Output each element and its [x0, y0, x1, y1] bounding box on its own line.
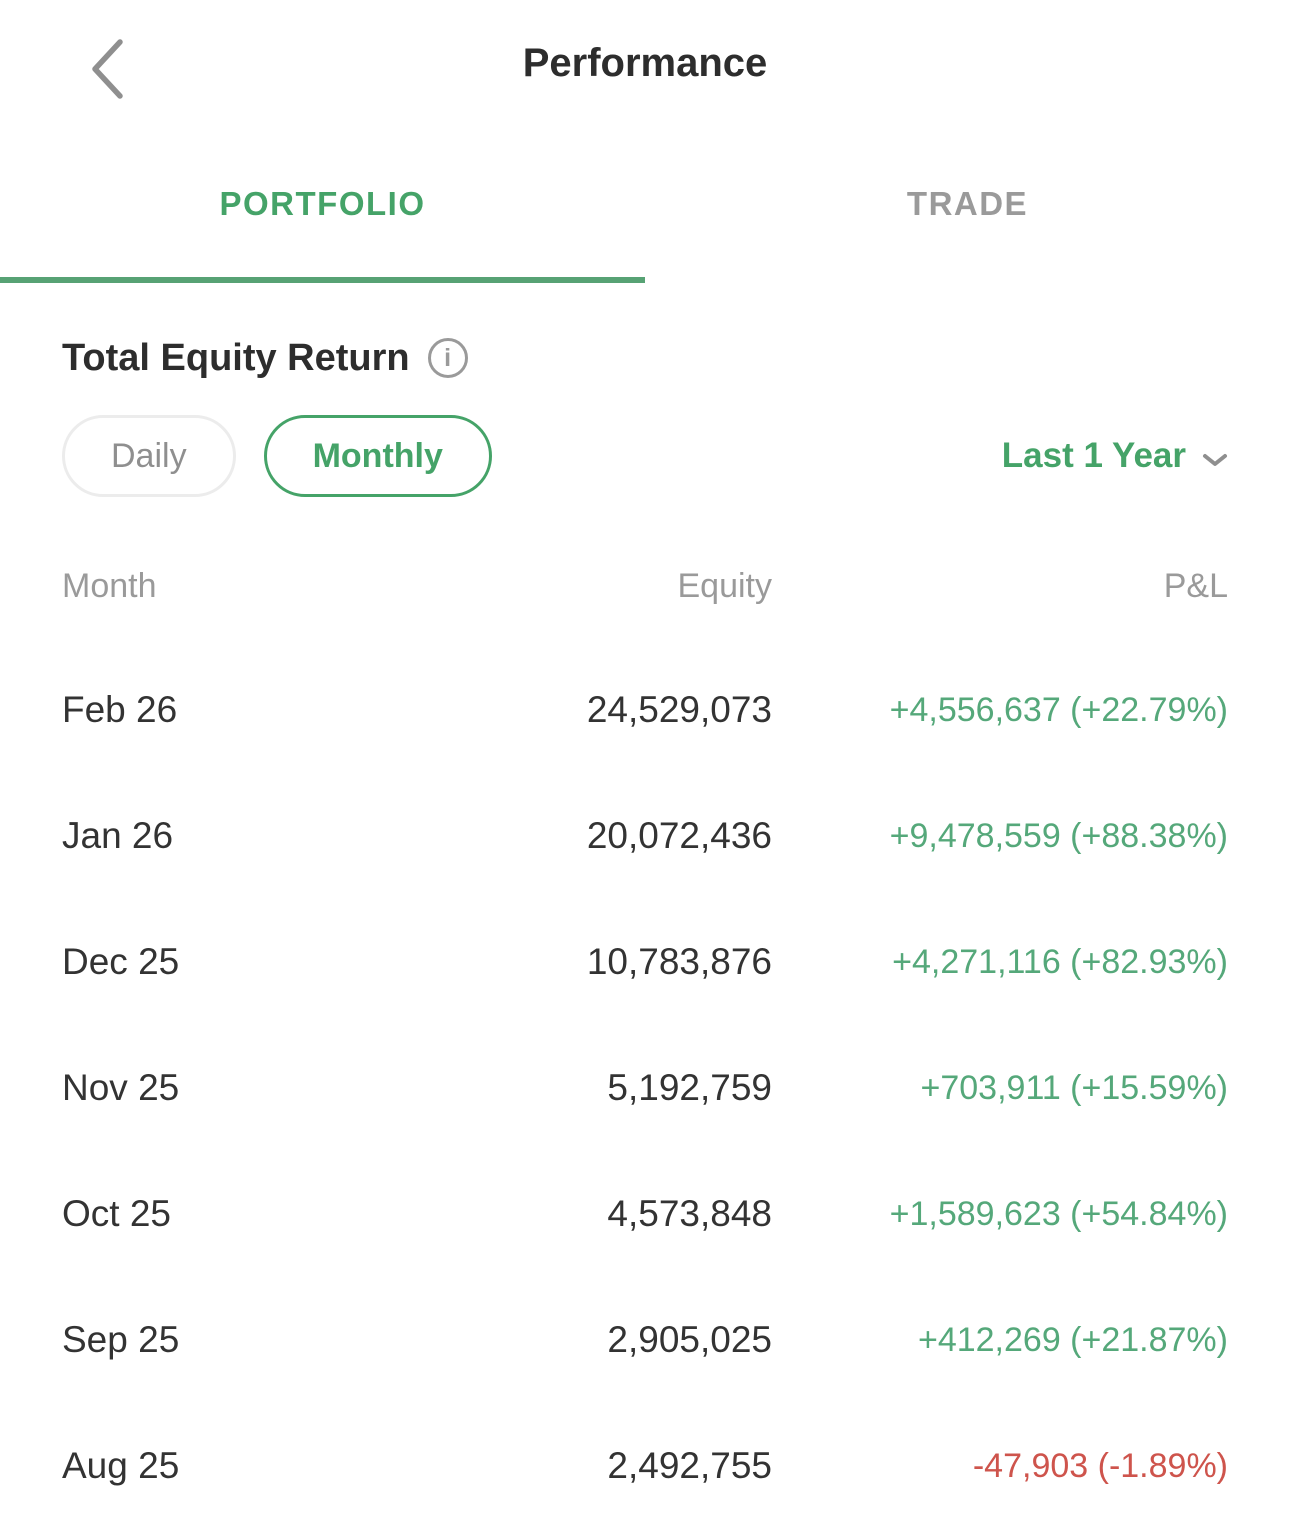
monthly-toggle-label: Monthly — [312, 436, 443, 475]
pl-cell: +412,269 (+21.87%) — [917, 1320, 1228, 1359]
tab-portfolio[interactable]: PORTFOLIO — [0, 185, 645, 283]
info-icon[interactable]: i — [427, 338, 468, 378]
pl-cell: +4,271,116 (+82.93%) — [892, 942, 1228, 981]
page-title: Performance — [522, 41, 768, 85]
section-title-row: Total Equity Return i — [0, 335, 1290, 381]
tab-portfolio-label: PORTFOLIO — [219, 185, 426, 222]
column-header-month: Month — [62, 567, 157, 605]
month-cell: Dec 25 — [62, 941, 180, 982]
month-cell: Aug 25 — [62, 1445, 180, 1486]
pl-cell: +9,478,559 (+88.38%) — [889, 816, 1228, 855]
month-cell: Jan 26 — [62, 815, 174, 856]
equity-cell: 10,783,876 — [586, 941, 772, 982]
tab-trade[interactable]: TRADE — [645, 185, 1290, 283]
back-button[interactable] — [82, 36, 134, 106]
equity-cell: 2,905,025 — [607, 1319, 772, 1360]
table-row: Aug 25 2,492,755 -47,903 (-1.89%) — [0, 1403, 1290, 1529]
table-body: Feb 26 24,529,073 +4,556,637 (+22.79%) J… — [0, 647, 1290, 1529]
period-selector-label: Last 1 Year — [1001, 436, 1186, 475]
chevron-down-icon — [1202, 436, 1228, 476]
section-title: Total Equity Return — [62, 337, 410, 379]
pl-cell: +703,911 (+15.59%) — [920, 1068, 1229, 1107]
header: Performance — [0, 0, 1290, 99]
equity-cell: 4,573,848 — [607, 1193, 772, 1234]
equity-cell: 5,192,759 — [607, 1067, 772, 1108]
table-row: Feb 26 24,529,073 +4,556,637 (+22.79%) — [0, 647, 1290, 773]
table-header: Month Equity P&L — [0, 566, 1290, 606]
table-row: Dec 25 10,783,876 +4,271,116 (+82.93%) — [0, 899, 1290, 1025]
column-header-equity: Equity — [677, 567, 773, 605]
table-row: Oct 25 4,573,848 +1,589,623 (+54.84%) — [0, 1151, 1290, 1277]
tab-trade-label: TRADE — [906, 185, 1029, 222]
table-row: Jan 26 20,072,436 +9,478,559 (+88.38%) — [0, 773, 1290, 899]
pl-cell: +1,589,623 (+54.84%) — [889, 1194, 1228, 1233]
monthly-toggle-button[interactable]: Monthly — [263, 415, 492, 497]
equity-cell: 20,072,436 — [586, 815, 772, 856]
table-row: Sep 25 2,905,025 +412,269 (+21.87%) — [0, 1277, 1290, 1403]
daily-toggle-button[interactable]: Daily — [62, 415, 236, 497]
month-cell: Sep 25 — [62, 1319, 180, 1360]
month-cell: Nov 25 — [62, 1067, 180, 1108]
month-cell: Oct 25 — [62, 1193, 171, 1234]
daily-toggle-label: Daily — [111, 436, 187, 475]
chevron-left-icon — [84, 35, 132, 108]
column-header-pl: P&L — [1163, 567, 1228, 605]
controls-row: Daily Monthly Last 1 Year — [0, 415, 1290, 497]
period-selector-dropdown[interactable]: Last 1 Year — [1002, 436, 1228, 476]
tab-bar: PORTFOLIO TRADE — [0, 185, 1290, 283]
month-cell: Feb 26 — [62, 689, 178, 730]
pl-cell: +4,556,637 (+22.79%) — [889, 690, 1228, 729]
pl-cell: -47,903 (-1.89%) — [972, 1446, 1228, 1485]
table-row: Nov 25 5,192,759 +703,911 (+15.59%) — [0, 1025, 1290, 1151]
equity-cell: 24,529,073 — [586, 689, 772, 730]
equity-cell: 2,492,755 — [607, 1445, 772, 1486]
